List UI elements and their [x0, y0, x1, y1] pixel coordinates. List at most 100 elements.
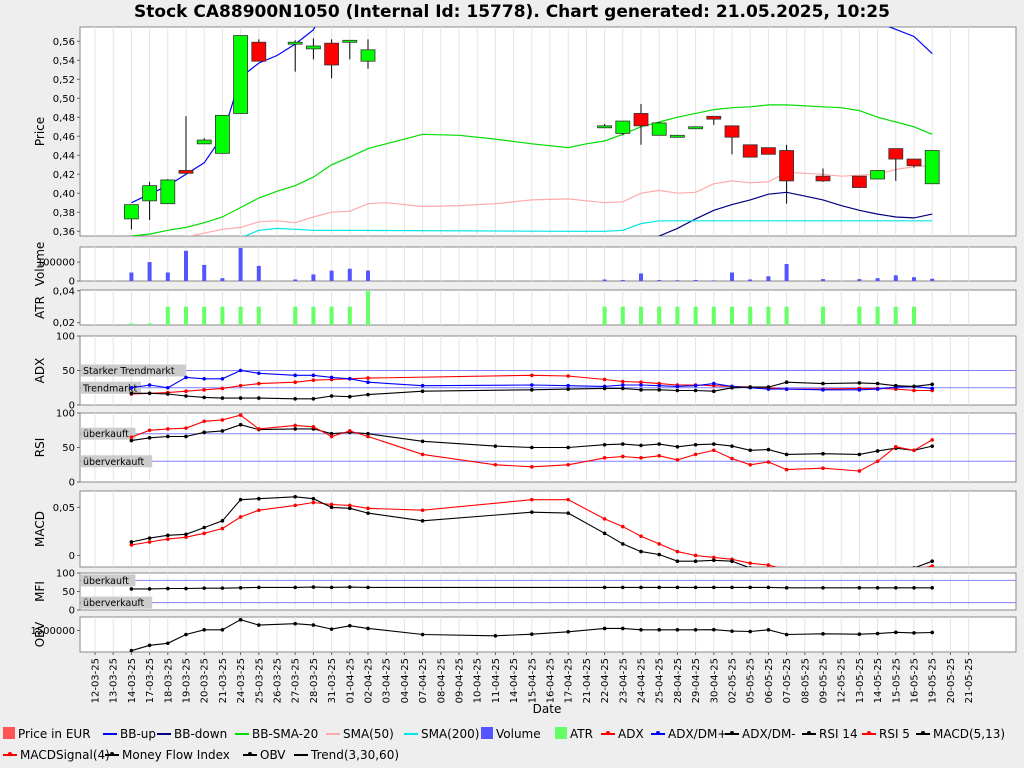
- bar: [912, 306, 916, 325]
- series-point: [766, 385, 771, 389]
- y-axis-label: RSI: [33, 438, 47, 458]
- series-point: [238, 422, 243, 427]
- x-tick-label: 12-05-25: [837, 658, 848, 703]
- series-point: [730, 456, 734, 461]
- legend-swatch: [105, 752, 119, 756]
- reference-label-bg: [81, 427, 136, 440]
- y-tick-label: 0,52: [53, 75, 75, 86]
- series-point: [821, 632, 825, 636]
- y-tick-label: 0,48: [53, 113, 75, 124]
- series-point: [857, 381, 862, 385]
- x-tick-label: 27-03-25: [291, 658, 302, 703]
- legend-item: OBV: [243, 745, 286, 766]
- series-point: [657, 442, 661, 446]
- bar: [311, 274, 316, 281]
- series-point: [602, 585, 607, 590]
- legend-swatch: [725, 731, 739, 735]
- series-point: [857, 632, 862, 637]
- plot-area: [129, 617, 934, 652]
- series-point: [602, 442, 607, 447]
- candle: [670, 134, 685, 138]
- x-tick-label: 25-03-25: [254, 658, 265, 703]
- series-point: [693, 553, 698, 558]
- series-point: [712, 448, 716, 453]
- series-point: [821, 466, 825, 471]
- bar: [675, 306, 680, 325]
- chart-legend: Price in EUR BB-up BB-down BB-SMA-20 SMA(50)…: [0, 724, 1024, 768]
- bar: [165, 272, 170, 281]
- series-point: [184, 532, 188, 537]
- bar: [202, 264, 207, 281]
- series-point: [129, 543, 134, 547]
- series-point: [821, 381, 825, 386]
- x-tick-label: 22-04-25: [600, 658, 611, 703]
- bar: [620, 280, 625, 281]
- reference-label: Starker Trendmarkt: [83, 366, 175, 377]
- series-point: [712, 558, 716, 563]
- y-axis-label: ADX: [33, 358, 47, 384]
- series-point: [530, 465, 534, 469]
- series-point: [621, 379, 625, 384]
- series-point: [366, 380, 370, 385]
- legend-item: MACDSignal(4): [3, 745, 110, 766]
- legend-item: SMA(200): [404, 724, 479, 745]
- series-point: [420, 383, 425, 388]
- series-point: [311, 378, 316, 382]
- legend-label: SMA(50): [343, 727, 394, 741]
- series-point: [348, 506, 352, 511]
- series-point: [639, 443, 643, 448]
- candle: [196, 139, 212, 145]
- legend-swatch: [3, 752, 17, 756]
- legend-item: MACD(5,13): [916, 724, 1005, 745]
- x-tick-label: 08-05-25: [800, 658, 811, 703]
- series-point: [912, 586, 916, 590]
- chart-title: Stock CA88900N1050 (Internal Id: 15778).…: [134, 2, 890, 22]
- series-point: [566, 497, 570, 502]
- series-point: [912, 388, 916, 393]
- x-tick-label: 21-05-25: [964, 658, 975, 703]
- series-point: [675, 388, 680, 393]
- series-point: [930, 630, 934, 635]
- series-point: [621, 524, 625, 529]
- series-point: [311, 425, 316, 429]
- bar: [165, 306, 170, 325]
- bar: [639, 306, 643, 325]
- legend-swatch: [326, 733, 340, 735]
- series-point: [420, 508, 425, 513]
- legend-label: BB-up: [120, 727, 157, 741]
- bar: [675, 280, 680, 281]
- candle: [214, 114, 230, 154]
- x-tick-label: 24-03-25: [236, 658, 247, 703]
- series-point: [912, 568, 916, 572]
- candle: [233, 35, 249, 114]
- y-tick-label: 100: [56, 332, 75, 343]
- legend-swatch: [916, 731, 930, 735]
- x-tick-label: 02-04-25: [364, 658, 375, 703]
- legend-label: Volume: [496, 727, 541, 741]
- series-point: [784, 586, 789, 590]
- candle: [160, 179, 176, 205]
- series-point: [293, 494, 298, 499]
- y-tick-label: 0,40: [53, 189, 75, 200]
- series-point: [166, 434, 170, 439]
- bar: [366, 270, 370, 281]
- series-point: [621, 626, 625, 631]
- series-point: [220, 418, 225, 422]
- y-tick-label: 0: [69, 401, 75, 412]
- legend-item: SMA(50): [326, 724, 394, 745]
- series-point: [784, 387, 789, 391]
- series-point: [166, 533, 170, 538]
- series-point: [166, 385, 170, 390]
- series-point: [366, 506, 370, 511]
- series-point: [621, 442, 625, 446]
- bar: [730, 272, 734, 281]
- legend-label: BB-SMA-20: [252, 727, 319, 741]
- x-tick-label: 15-04-25: [527, 658, 538, 703]
- series-point: [420, 439, 425, 444]
- series-point: [693, 452, 698, 457]
- series-point: [748, 385, 752, 389]
- x-tick-label: 11-04-25: [491, 658, 502, 703]
- bar: [930, 278, 935, 281]
- bar: [912, 277, 916, 281]
- series-point: [748, 566, 752, 567]
